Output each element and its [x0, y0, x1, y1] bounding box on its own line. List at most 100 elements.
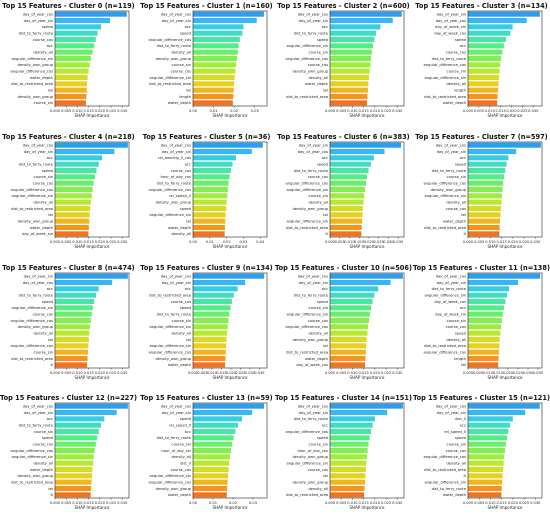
bar: [55, 429, 99, 435]
bar: [192, 292, 234, 298]
x-tick-label: 0.025: [106, 240, 116, 244]
category-label: course_cos: [33, 312, 53, 316]
bar: [467, 11, 540, 17]
category-label: angular_difference_cos: [11, 70, 54, 74]
chart-svg: Top 15 Features - Cluster 10 (n=506) day_…: [275, 264, 412, 380]
category-label: dist_to_restricted_area: [149, 293, 191, 297]
category-label: course_sin: [171, 443, 191, 447]
chart-panel: Top 15 Features - Cluster 6 (n=383) day_o…: [275, 131, 412, 261]
category-label: angular_difference_cos: [286, 181, 329, 185]
category-label: course_sin: [34, 430, 54, 434]
bar: [192, 224, 225, 230]
category-label: speed: [179, 32, 190, 36]
x-tick-label: 0.005: [61, 370, 71, 374]
bar: [330, 349, 366, 355]
category-label: day_of_year_sin: [24, 150, 54, 154]
bar: [467, 361, 498, 367]
bar: [467, 24, 513, 30]
category-label: lt: [463, 474, 466, 478]
bar: [55, 62, 90, 68]
category-label: course_sin: [171, 63, 191, 67]
category-label: rel_speed_0: [444, 430, 467, 434]
x-tick-label: 0.010: [485, 240, 496, 244]
category-label: density_own_group: [155, 200, 191, 204]
bar: [330, 342, 367, 348]
category-label: course_cos: [445, 51, 465, 55]
bar: [467, 292, 507, 298]
bar: [467, 460, 504, 466]
bar: [330, 479, 365, 485]
chart-svg: Top 15 Features - Cluster 12 (n=227) day_…: [0, 394, 137, 510]
x-tick-label: 0.020: [507, 240, 518, 244]
category-label: water_depth: [305, 82, 329, 86]
bar: [192, 161, 233, 167]
bar: [467, 180, 503, 186]
category-label: day_of_year_cos: [435, 19, 465, 23]
bar: [55, 30, 98, 36]
category-label: angular_difference_cos: [423, 181, 466, 185]
category-label: angular_difference_cos: [286, 430, 329, 434]
x-tick-label: 0.01: [208, 501, 216, 505]
category-label: angular_difference_sin: [11, 455, 53, 459]
x-tick-label: 0.030: [392, 109, 403, 113]
bar: [55, 292, 97, 298]
bar: [330, 148, 385, 154]
x-tick-label: 0.035: [393, 240, 403, 244]
category-label: density_all: [171, 232, 191, 236]
bar: [55, 212, 90, 218]
category-label: day_of_year_sin: [299, 19, 329, 23]
axes-frame: [329, 402, 405, 499]
chart-svg: Top 15 Features - Cluster 14 (n=151) day_…: [275, 394, 412, 510]
chart-title: Top 15 Features - Cluster 11 (n=138): [413, 264, 550, 272]
bar: [467, 403, 540, 409]
axes-frame: [54, 272, 130, 368]
category-label: acc: [184, 430, 190, 434]
category-label: angular_difference_sin: [149, 76, 191, 80]
category-label: course_sin: [34, 101, 54, 105]
bar: [330, 435, 370, 441]
category-label: acc: [322, 25, 328, 29]
bar: [192, 36, 240, 43]
x-tick-label: 0.005: [474, 240, 484, 244]
category-label: dist_to_restricted_area: [424, 226, 466, 230]
bar: [55, 174, 95, 180]
bar: [467, 17, 527, 24]
category-label: angular_difference_sin: [424, 293, 466, 297]
bar: [192, 81, 234, 87]
chart-title: Top 15 Features - Cluster 15 (n=121): [413, 394, 550, 402]
chart-panel: Top 15 Features - Cluster 4 (n=218) day_o…: [0, 131, 137, 261]
category-label: dist_to_restricted_area: [11, 82, 53, 86]
category-label: day_of_year_cos: [160, 143, 190, 147]
category-label: dist_to_restricted_area: [286, 226, 328, 230]
category-label: speed: [42, 169, 53, 173]
bar: [330, 492, 365, 498]
category-label: acc: [459, 44, 465, 48]
bar: [467, 74, 499, 81]
bar: [192, 285, 238, 291]
category-label: course_sin: [34, 175, 54, 179]
chart-svg: Top 15 Features - Cluster 7 (n=597) day_o…: [415, 133, 547, 249]
x-tick-label: 0.000: [325, 370, 336, 374]
bar: [467, 304, 504, 310]
bar: [330, 155, 374, 161]
x-tick-label: 0.005: [472, 370, 482, 374]
bar: [330, 212, 363, 218]
category-label: density_all: [446, 462, 466, 466]
category-label: density_all: [171, 455, 191, 459]
category-label: length: [179, 95, 191, 99]
bar: [192, 416, 242, 422]
x-axis-label: SHAP Importance: [487, 375, 522, 380]
chart-title: Top 15 Features - Cluster 0 (n=119): [2, 2, 134, 10]
bar: [192, 410, 252, 416]
category-label: course_cos: [308, 318, 328, 322]
category-label: day_of_week_cos: [296, 363, 328, 367]
x-tick-label: 0.005: [197, 370, 207, 374]
x-tick-label: 0.02: [228, 501, 236, 505]
x-tick-label: 0.01: [209, 109, 217, 113]
category-label: day_of_week_cos: [434, 299, 466, 303]
bar: [55, 486, 92, 492]
category-label: day_of_year_cos: [23, 143, 53, 147]
x-axis-label: SHAP Importance: [212, 505, 247, 510]
category-label: density_all: [171, 331, 191, 335]
